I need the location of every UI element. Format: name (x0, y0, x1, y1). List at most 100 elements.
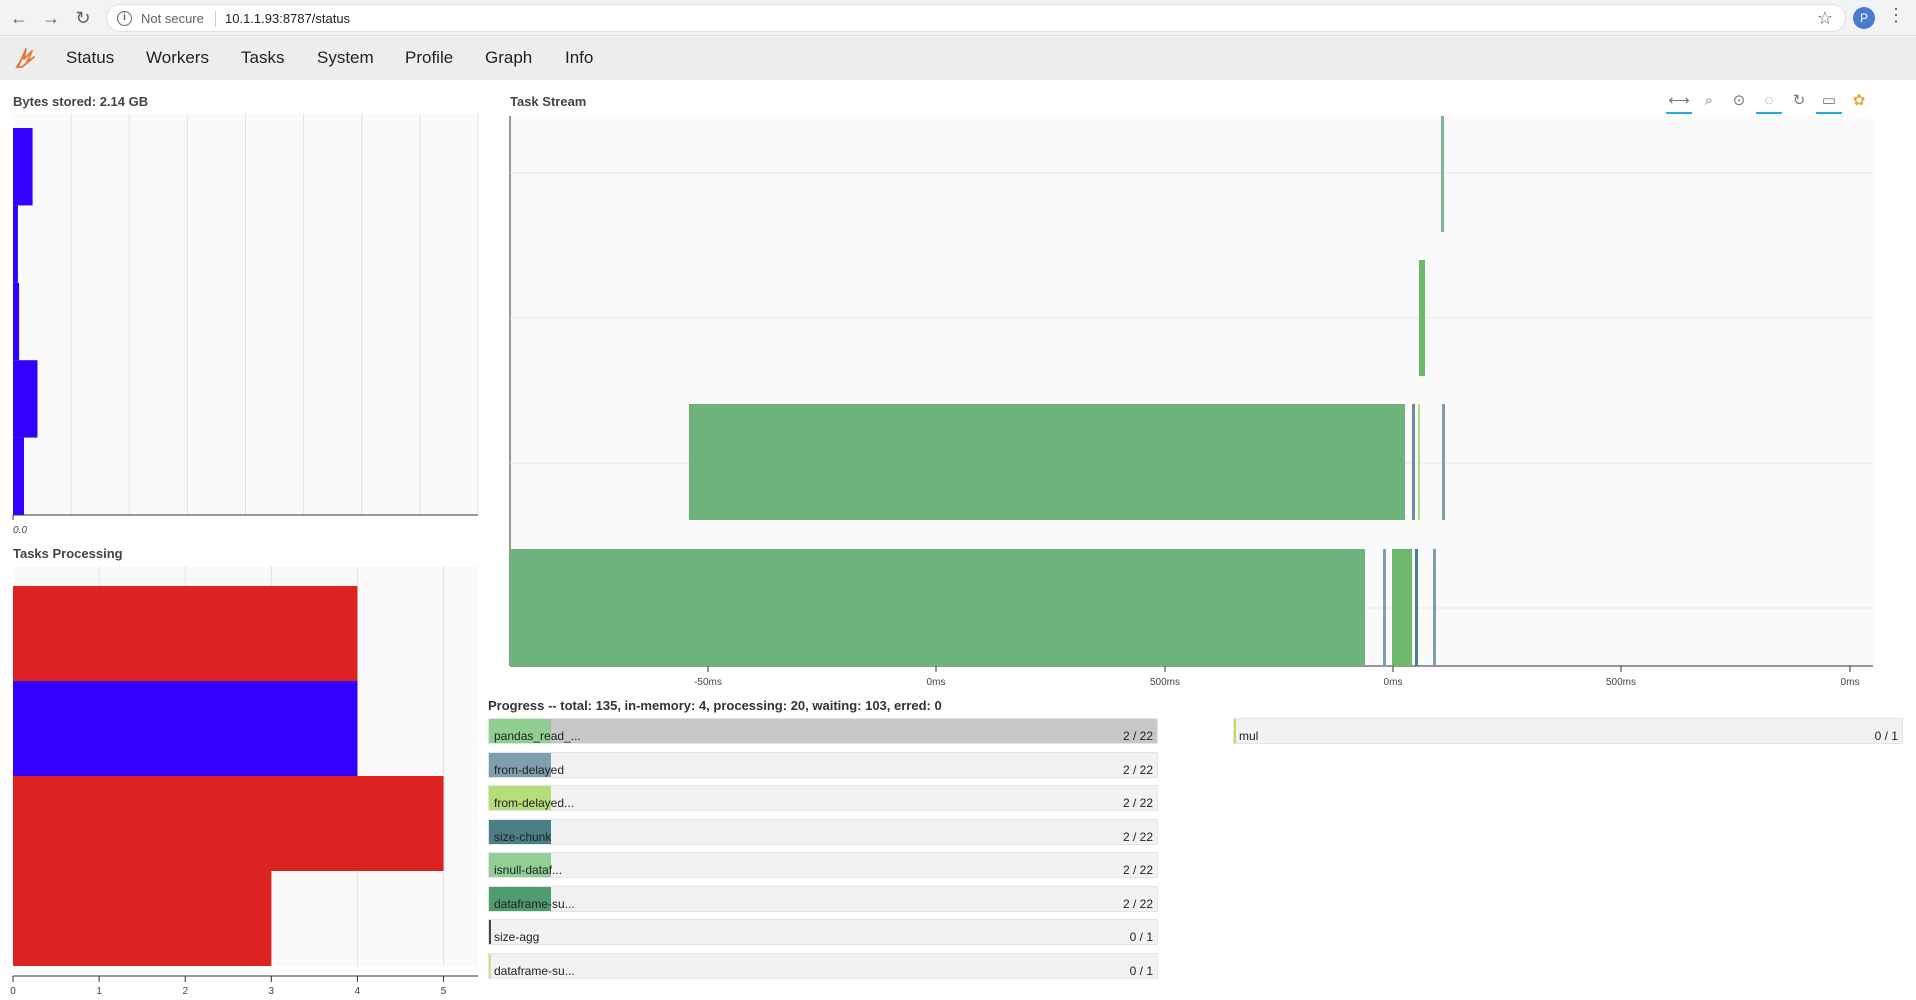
pan-icon[interactable]: ⟷ (1666, 88, 1692, 114)
bytes-tick-label: 0.0 (13, 525, 27, 536)
hover-icon[interactable]: ▭ (1816, 88, 1842, 114)
kebab-menu-icon[interactable]: ⋮ (1887, 5, 1905, 25)
tasks-processing-title: Tasks Processing (13, 546, 123, 561)
task-stream-chart[interactable]: -50ms 0ms 500ms 0ms 500ms 0ms (505, 112, 1885, 692)
progress-task-name: mul (1239, 729, 1259, 743)
refresh-icon[interactable]: ↻ (1792, 92, 1806, 109)
processing-tick-label: 2 (182, 986, 188, 996)
tab-system[interactable]: System (317, 48, 374, 67)
processing-tick-label: 0 (10, 986, 16, 996)
stream-tick-label: 0ms (1384, 677, 1403, 688)
processing-bar[interactable] (13, 681, 358, 776)
progress-row[interactable]: isnull-dataf... 2 / 22 (488, 852, 1158, 878)
progress-row[interactable]: pandas_read_... 2 / 22 (488, 718, 1158, 744)
progress-row[interactable]: size-agg 0 / 1 (488, 919, 1158, 945)
progress-row[interactable]: from-delayed 2 / 22 (488, 751, 1158, 778)
progress-task-count: 2 / 22 (1122, 762, 1153, 777)
progress-row[interactable]: from-delayed... 2 / 22 (488, 785, 1158, 811)
stream-tick-label: 0ms (927, 677, 946, 688)
progress-task-name: dataframe-su... (494, 896, 575, 911)
stream-tick-label: 0ms (1841, 677, 1860, 688)
tab-info[interactable]: Info (565, 48, 594, 67)
task-rect[interactable] (1442, 404, 1445, 520)
bytes-bar[interactable] (13, 437, 25, 515)
task-rect[interactable] (1418, 404, 1420, 520)
dask-logo-icon[interactable] (12, 45, 38, 71)
tab-status[interactable]: Status (66, 48, 115, 67)
task-rect[interactable] (1383, 549, 1386, 666)
profile-avatar[interactable]: P (1853, 7, 1875, 29)
progress-done-bar (489, 719, 551, 743)
tasks-processing-chart[interactable]: 0 1 2 3 4 5 (0, 564, 484, 996)
stream-tick-label: 500ms (1150, 677, 1180, 688)
tab-graph[interactable]: Graph (485, 48, 533, 67)
progress-task-name: isnull-dataf... (494, 863, 563, 877)
stream-tick-label: -50ms (694, 677, 722, 688)
bytes-bar[interactable] (13, 282, 20, 361)
progress-task-count: 0 / 1 (1129, 963, 1153, 978)
task-rect[interactable] (1433, 549, 1436, 666)
progress-task-count: 2 / 22 (1122, 829, 1153, 844)
task-rect[interactable] (1415, 549, 1418, 666)
task-rect[interactable] (1412, 404, 1415, 520)
progress-task-count: 2 / 22 (1122, 729, 1153, 743)
task-rect[interactable] (689, 404, 1405, 520)
processing-tick-label: 3 (269, 986, 275, 996)
forward-arrow-icon[interactable]: → (42, 8, 60, 28)
progress-done-bar (1234, 719, 1236, 743)
tab-profile[interactable]: Profile (405, 48, 454, 67)
reset-zoom-icon[interactable]: ◌ (1756, 88, 1782, 114)
stream-tick-label: 500ms (1606, 677, 1636, 688)
progress-row[interactable]: mul 0 / 1 (1233, 718, 1903, 744)
task-stream-title: Task Stream (510, 94, 587, 109)
reload-icon[interactable]: ↻ (75, 8, 91, 28)
tab-tasks[interactable]: Tasks (241, 48, 285, 67)
back-arrow-icon[interactable]: ← (10, 8, 28, 28)
progress-task-name: size-chunk (494, 829, 552, 844)
processing-bar[interactable] (13, 776, 444, 871)
progress-done-bar (489, 853, 551, 877)
bytes-bar[interactable] (13, 360, 38, 438)
progress-summary: Progress -- total: 135, in-memory: 4, pr… (488, 698, 942, 713)
task-rect[interactable] (510, 549, 1365, 666)
task-rect[interactable] (1441, 116, 1444, 232)
progress-task-count: 2 / 22 (1122, 896, 1153, 911)
processing-tick-label: 5 (441, 986, 447, 996)
bytes-bar[interactable] (13, 205, 18, 283)
progress-row[interactable]: size-chunk 2 / 22 (488, 818, 1158, 845)
processing-tick-label: 1 (96, 986, 102, 996)
tab-workers[interactable]: Workers (146, 48, 209, 67)
processing-bar[interactable] (13, 871, 272, 966)
task-rect[interactable] (1419, 260, 1425, 376)
dashboard-navbar: Status Workers Tasks System Profile Grap… (0, 37, 1916, 80)
progress-done-bar (489, 819, 551, 844)
progress-task-name: pandas_read_... (494, 729, 581, 743)
bytes-stored-chart[interactable]: 0.0 (0, 112, 484, 540)
info-icon[interactable]: i (117, 11, 132, 26)
progress-task-count: 2 / 22 (1122, 863, 1153, 877)
security-label: Not secure (141, 11, 204, 26)
progress-task-count: 0 / 1 (1874, 729, 1898, 743)
bookmark-star-icon[interactable]: ☆ (1816, 8, 1833, 28)
url-text[interactable]: 10.1.1.93:8787/status (225, 11, 351, 26)
progress-row[interactable]: dataframe-su... 0 / 1 (488, 952, 1158, 979)
bokeh-logo-icon[interactable]: ✿ (1852, 92, 1866, 109)
bytes-bar[interactable] (13, 128, 33, 206)
wheel-zoom-icon[interactable]: ⊙ (1732, 92, 1746, 109)
address-bar[interactable]: i Not secure 10.1.1.93:8787/status ☆ (106, 4, 1846, 32)
progress-row[interactable]: dataframe-su... 2 / 22 (488, 885, 1158, 912)
progress-done-bar (489, 886, 551, 911)
bytes-stored-title: Bytes stored: 2.14 GB (13, 94, 149, 109)
progress-task-count: 0 / 1 (1129, 930, 1153, 944)
box-zoom-icon[interactable]: ⌕ (1704, 92, 1714, 109)
progress-task-count: 2 / 22 (1122, 796, 1153, 810)
processing-bar[interactable] (13, 586, 358, 681)
progress-done-bar (489, 953, 491, 978)
browser-toolbar: ← → ↻ i Not secure 10.1.1.93:8787/status… (0, 0, 1916, 36)
progress-done-bar (489, 752, 551, 777)
progress-processing-bar (551, 719, 1157, 743)
omnibox-separator (215, 11, 216, 27)
progress-done-bar (489, 786, 551, 810)
task-rect[interactable] (1392, 549, 1412, 666)
processing-tick-label: 4 (355, 986, 361, 996)
